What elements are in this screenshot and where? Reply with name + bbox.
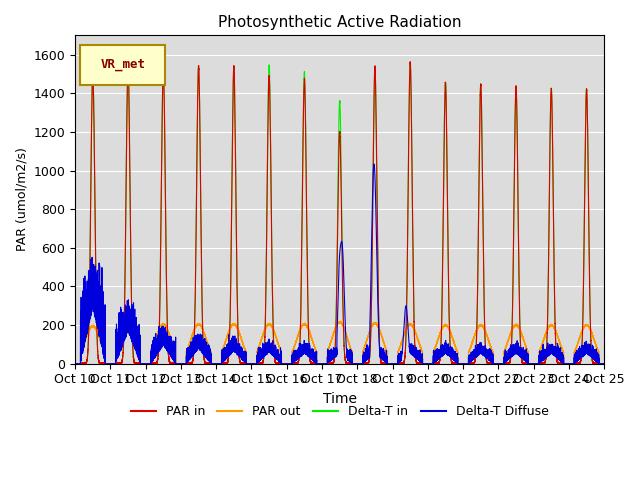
X-axis label: Time: Time bbox=[323, 392, 356, 406]
PAR in bbox=[600, 361, 608, 367]
PAR out bbox=[483, 333, 491, 339]
Delta-T in bbox=[469, 361, 477, 367]
PAR out bbox=[600, 361, 608, 367]
FancyBboxPatch shape bbox=[81, 45, 165, 84]
Text: VR_met: VR_met bbox=[100, 58, 145, 71]
Delta-T Diffuse bbox=[483, 353, 491, 359]
Legend: PAR in, PAR out, Delta-T in, Delta-T Diffuse: PAR in, PAR out, Delta-T in, Delta-T Dif… bbox=[125, 400, 554, 423]
PAR out bbox=[504, 340, 511, 346]
Delta-T Diffuse bbox=[99, 349, 107, 355]
PAR in bbox=[497, 361, 504, 367]
PAR out bbox=[337, 318, 344, 324]
Delta-T in bbox=[497, 361, 504, 367]
Delta-T Diffuse bbox=[409, 350, 417, 356]
PAR in bbox=[504, 361, 511, 367]
PAR in bbox=[71, 361, 79, 367]
Delta-T in bbox=[600, 361, 608, 367]
Y-axis label: PAR (umol/m2/s): PAR (umol/m2/s) bbox=[15, 147, 28, 252]
Line: PAR out: PAR out bbox=[75, 321, 604, 364]
Delta-T in bbox=[71, 361, 79, 367]
Delta-T in bbox=[409, 246, 417, 252]
PAR in bbox=[99, 361, 107, 367]
Title: Photosynthetic Active Radiation: Photosynthetic Active Radiation bbox=[218, 15, 461, 30]
Delta-T Diffuse bbox=[469, 354, 477, 360]
Delta-T Diffuse bbox=[71, 361, 79, 367]
Delta-T in bbox=[504, 361, 511, 367]
Delta-T in bbox=[406, 59, 414, 65]
PAR in bbox=[469, 361, 477, 367]
PAR out bbox=[99, 344, 107, 350]
Delta-T Diffuse bbox=[370, 161, 378, 167]
PAR out bbox=[497, 361, 504, 367]
Delta-T Diffuse bbox=[504, 354, 511, 360]
PAR out bbox=[71, 361, 79, 367]
Delta-T in bbox=[99, 360, 107, 366]
Delta-T Diffuse bbox=[497, 361, 504, 367]
Line: Delta-T Diffuse: Delta-T Diffuse bbox=[75, 164, 604, 364]
PAR out bbox=[409, 324, 417, 329]
PAR out bbox=[469, 338, 477, 344]
Line: PAR in: PAR in bbox=[75, 62, 604, 364]
PAR in bbox=[409, 245, 417, 251]
Delta-T Diffuse bbox=[600, 361, 608, 367]
PAR in bbox=[406, 59, 414, 65]
Delta-T in bbox=[483, 360, 491, 365]
Line: Delta-T in: Delta-T in bbox=[75, 62, 604, 364]
PAR in bbox=[483, 359, 491, 365]
